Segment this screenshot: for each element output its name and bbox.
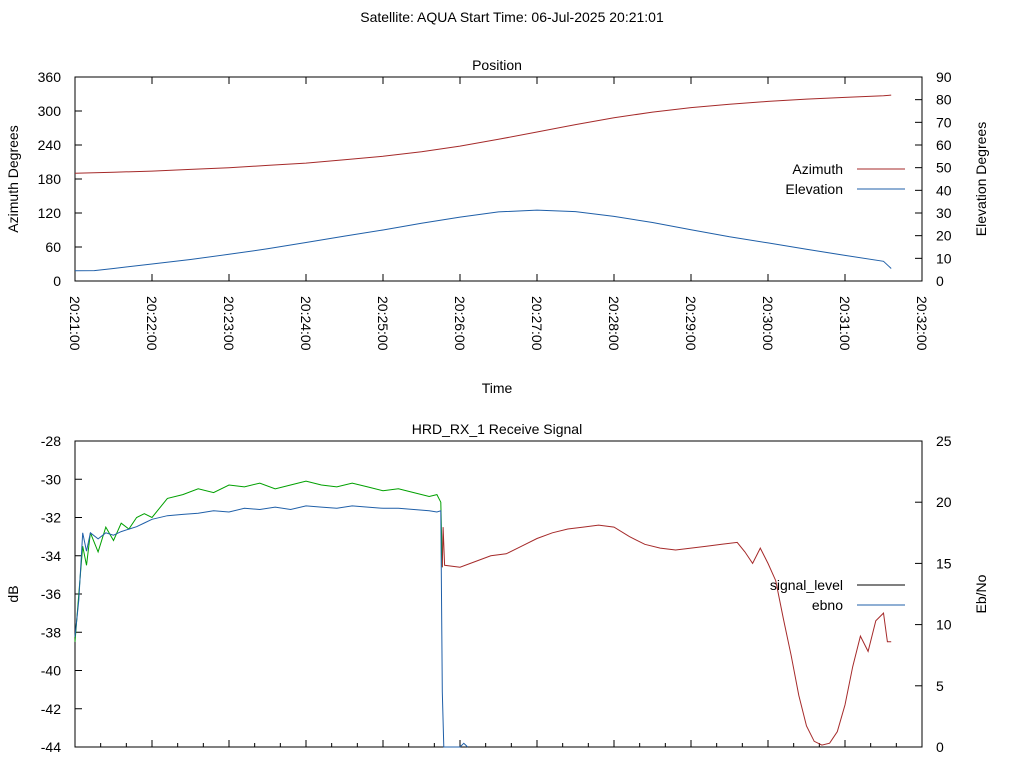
y-tick-label: 120 bbox=[38, 205, 62, 221]
signal-plot-frame bbox=[74, 440, 923, 748]
y2-tick-label: 10 bbox=[936, 250, 952, 266]
y2-tick-label: 40 bbox=[936, 182, 952, 198]
x-tick-label: 20:25:00 bbox=[375, 296, 391, 351]
signal-y2label: Eb/No bbox=[973, 574, 989, 613]
position-title: Position bbox=[472, 57, 522, 73]
position-plot-frame bbox=[74, 76, 923, 282]
legend-label-Elevation: Elevation bbox=[785, 181, 843, 197]
series-line-Azimuth bbox=[74, 94, 892, 174]
position-ylabel: Azimuth Degrees bbox=[5, 125, 21, 232]
y-tick-label: -38 bbox=[41, 624, 61, 640]
y-tick-label: -30 bbox=[41, 471, 61, 487]
y-tick-label: -42 bbox=[41, 701, 61, 717]
series-line-ebno bbox=[74, 505, 469, 748]
y-tick-label: 300 bbox=[38, 103, 62, 119]
legend-label-Azimuth: Azimuth bbox=[792, 161, 843, 177]
page-title: Satellite: AQUA Start Time: 06-Jul-2025 … bbox=[360, 9, 664, 25]
x-tick-label: 20:21:00 bbox=[67, 296, 83, 351]
y2-tick-label: 0 bbox=[936, 739, 944, 755]
y2-tick-label: 60 bbox=[936, 137, 952, 153]
x-tick-label: 20:26:00 bbox=[452, 296, 468, 351]
y-tick-label: -32 bbox=[41, 510, 61, 526]
x-tick-label: 20:32:00 bbox=[914, 296, 930, 351]
signal-ylabel: dB bbox=[5, 585, 21, 602]
y-tick-label: -34 bbox=[41, 548, 61, 564]
y2-tick-label: 90 bbox=[936, 69, 952, 85]
position-xlabel: Time bbox=[482, 380, 513, 396]
y2-tick-label: 30 bbox=[936, 205, 952, 221]
position-y2label: Elevation Degrees bbox=[973, 122, 989, 236]
x-tick-label: 20:28:00 bbox=[606, 296, 622, 351]
series-line-Elevation bbox=[74, 209, 892, 272]
legend-label-signal_level: signal_level bbox=[770, 577, 843, 593]
y2-tick-label: 50 bbox=[936, 160, 952, 176]
x-tick-label: 20:29:00 bbox=[683, 296, 699, 351]
series-line-signal_level-lock bbox=[74, 480, 443, 642]
x-tick-label: 20:22:00 bbox=[144, 296, 160, 351]
y2-tick-label: 20 bbox=[936, 228, 952, 244]
y-tick-label: 180 bbox=[38, 171, 62, 187]
y2-tick-label: 25 bbox=[936, 433, 952, 449]
x-tick-label: 20:31:00 bbox=[837, 296, 853, 351]
y-tick-label: -36 bbox=[41, 586, 61, 602]
x-tick-label: 20:30:00 bbox=[760, 296, 776, 351]
x-tick-label: 20:27:00 bbox=[529, 296, 545, 351]
y-tick-label: 240 bbox=[38, 137, 62, 153]
y-tick-label: -28 bbox=[41, 433, 61, 449]
legend-label-ebno: ebno bbox=[812, 597, 843, 613]
x-tick-label: 20:23:00 bbox=[221, 296, 237, 351]
y2-tick-label: 80 bbox=[936, 92, 952, 108]
signal-title: HRD_RX_1 Receive Signal bbox=[412, 421, 582, 437]
signal-chart: HRD_RX_1 Receive Signal dB Eb/No -44 -42 -… bbox=[5, 421, 989, 755]
y2-tick-label: 0 bbox=[936, 273, 944, 289]
y2-tick-label: 20 bbox=[936, 494, 952, 510]
y-tick-label: 0 bbox=[53, 273, 61, 289]
y2-tick-label: 70 bbox=[936, 114, 952, 130]
y-tick-label: 360 bbox=[38, 69, 62, 85]
y-tick-label: 60 bbox=[45, 239, 61, 255]
y-tick-label: -40 bbox=[41, 663, 61, 679]
position-chart: Position Time Azimuth Degrees Elevation … bbox=[5, 57, 989, 396]
y-tick-label: -44 bbox=[41, 739, 61, 755]
series-line-signal_level-post bbox=[441, 524, 892, 746]
y2-tick-label: 15 bbox=[936, 555, 952, 571]
y2-tick-label: 5 bbox=[936, 678, 944, 694]
x-tick-label: 20:24:00 bbox=[298, 296, 314, 351]
y2-tick-label: 10 bbox=[936, 617, 952, 633]
